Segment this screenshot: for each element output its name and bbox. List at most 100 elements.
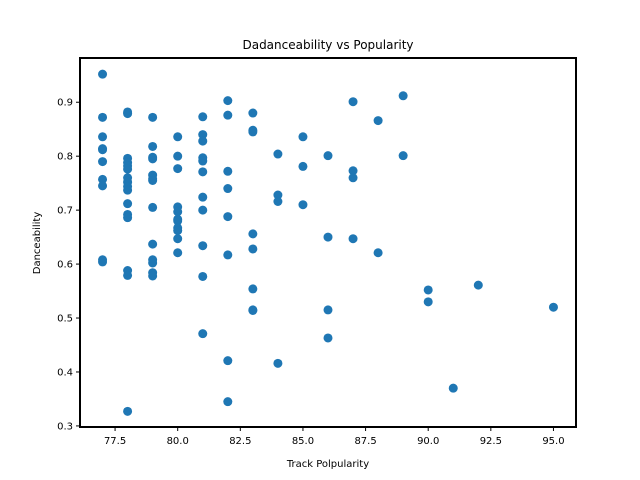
data-point-85 [323, 232, 333, 242]
data-point-76 [248, 305, 258, 315]
data-point-96 [423, 285, 433, 295]
data-point-57 [198, 205, 208, 215]
data-point-54 [198, 156, 208, 166]
data-point-89 [348, 166, 358, 176]
data-point-90 [348, 173, 358, 183]
data-point-87 [323, 333, 333, 343]
data-point-51 [198, 130, 208, 140]
data-point-61 [223, 96, 233, 106]
data-point-29 [148, 154, 158, 164]
data-point-64 [223, 184, 233, 194]
data-point-95 [398, 151, 408, 161]
data-point-36 [148, 258, 158, 268]
data-point-80 [273, 358, 283, 368]
data-point-50 [198, 112, 208, 122]
chart-title: Dadanceability vs Popularity [242, 38, 413, 52]
y-tick-label: 0.4 [57, 367, 73, 378]
x-tick-label: 90.0 [417, 436, 439, 447]
data-point-20 [123, 199, 133, 209]
data-point-66 [223, 250, 233, 260]
data-point-73 [248, 244, 258, 254]
data-point-5 [98, 157, 108, 167]
data-point-6 [98, 174, 108, 184]
data-point-100 [548, 302, 558, 312]
data-point-52 [198, 136, 208, 146]
data-point-7 [98, 181, 108, 191]
data-point-43 [173, 207, 183, 217]
y-tick-label: 0.6 [57, 260, 73, 271]
y-tick-label: 0.9 [57, 98, 73, 109]
data-point-79 [273, 197, 283, 206]
data-point-67 [223, 356, 233, 366]
data-point-98 [448, 383, 458, 393]
data-point-25 [123, 406, 133, 416]
data-point-88 [348, 97, 358, 107]
y-tick-label: 0.5 [57, 314, 73, 325]
y-tick-label: 0.8 [57, 152, 73, 163]
data-point-4 [98, 145, 108, 155]
data-point-63 [223, 166, 233, 176]
data-point-99 [473, 280, 483, 290]
data-point-72 [248, 229, 258, 239]
data-point-86 [323, 305, 333, 315]
data-point-24 [123, 270, 133, 280]
data-point-71 [248, 127, 258, 137]
y-tick-label: 0.7 [57, 206, 73, 217]
y-tick-label: 0.3 [57, 421, 73, 432]
data-point-32 [148, 175, 158, 185]
x-tick-label: 85.0 [292, 436, 314, 447]
data-point-39 [173, 132, 183, 142]
data-points [98, 69, 558, 416]
data-point-65 [223, 212, 233, 222]
data-point-92 [373, 116, 383, 126]
data-point-33 [148, 202, 158, 212]
data-point-19 [123, 185, 133, 195]
data-point-62 [223, 110, 233, 120]
data-point-58 [198, 241, 208, 251]
data-point-83 [298, 200, 308, 210]
data-point-94 [398, 91, 408, 101]
y-axis-label: Danceability [32, 212, 43, 275]
x-tick-label: 92.5 [480, 436, 502, 447]
data-point-59 [198, 271, 208, 281]
x-axis-label: Track Polpularity [286, 459, 369, 470]
data-point-22 [123, 213, 133, 223]
data-point-84 [323, 151, 333, 161]
x-tick-label: 87.5 [354, 436, 376, 447]
x-tick-label: 80.0 [167, 436, 189, 447]
data-point-55 [198, 167, 208, 177]
data-point-74 [248, 284, 258, 294]
data-point-69 [248, 108, 258, 118]
data-point-60 [198, 329, 208, 339]
data-point-11 [123, 109, 133, 119]
data-point-15 [123, 164, 133, 174]
data-point-81 [298, 132, 308, 142]
data-point-0 [98, 69, 108, 79]
x-tick-label: 77.5 [104, 436, 126, 447]
data-point-48 [173, 234, 183, 244]
data-point-56 [198, 192, 208, 202]
data-point-49 [173, 248, 183, 258]
data-point-93 [373, 248, 383, 258]
data-point-78 [273, 190, 283, 200]
data-point-82 [298, 161, 308, 171]
data-point-2 [98, 132, 108, 142]
data-point-68 [223, 397, 233, 407]
x-tick-label: 82.5 [229, 436, 251, 447]
data-point-45 [173, 216, 183, 226]
data-point-40 [173, 151, 183, 161]
x-tick-label: 95.0 [542, 436, 564, 447]
plot-area-frame [79, 57, 577, 428]
data-point-97 [423, 297, 433, 307]
data-point-41 [173, 164, 183, 174]
data-point-27 [148, 141, 158, 151]
data-point-1 [98, 112, 108, 122]
data-point-47 [173, 226, 183, 236]
data-point-38 [148, 271, 158, 281]
data-point-77 [273, 149, 283, 159]
data-point-91 [348, 234, 358, 244]
data-point-9 [98, 257, 108, 267]
data-point-34 [148, 239, 158, 249]
